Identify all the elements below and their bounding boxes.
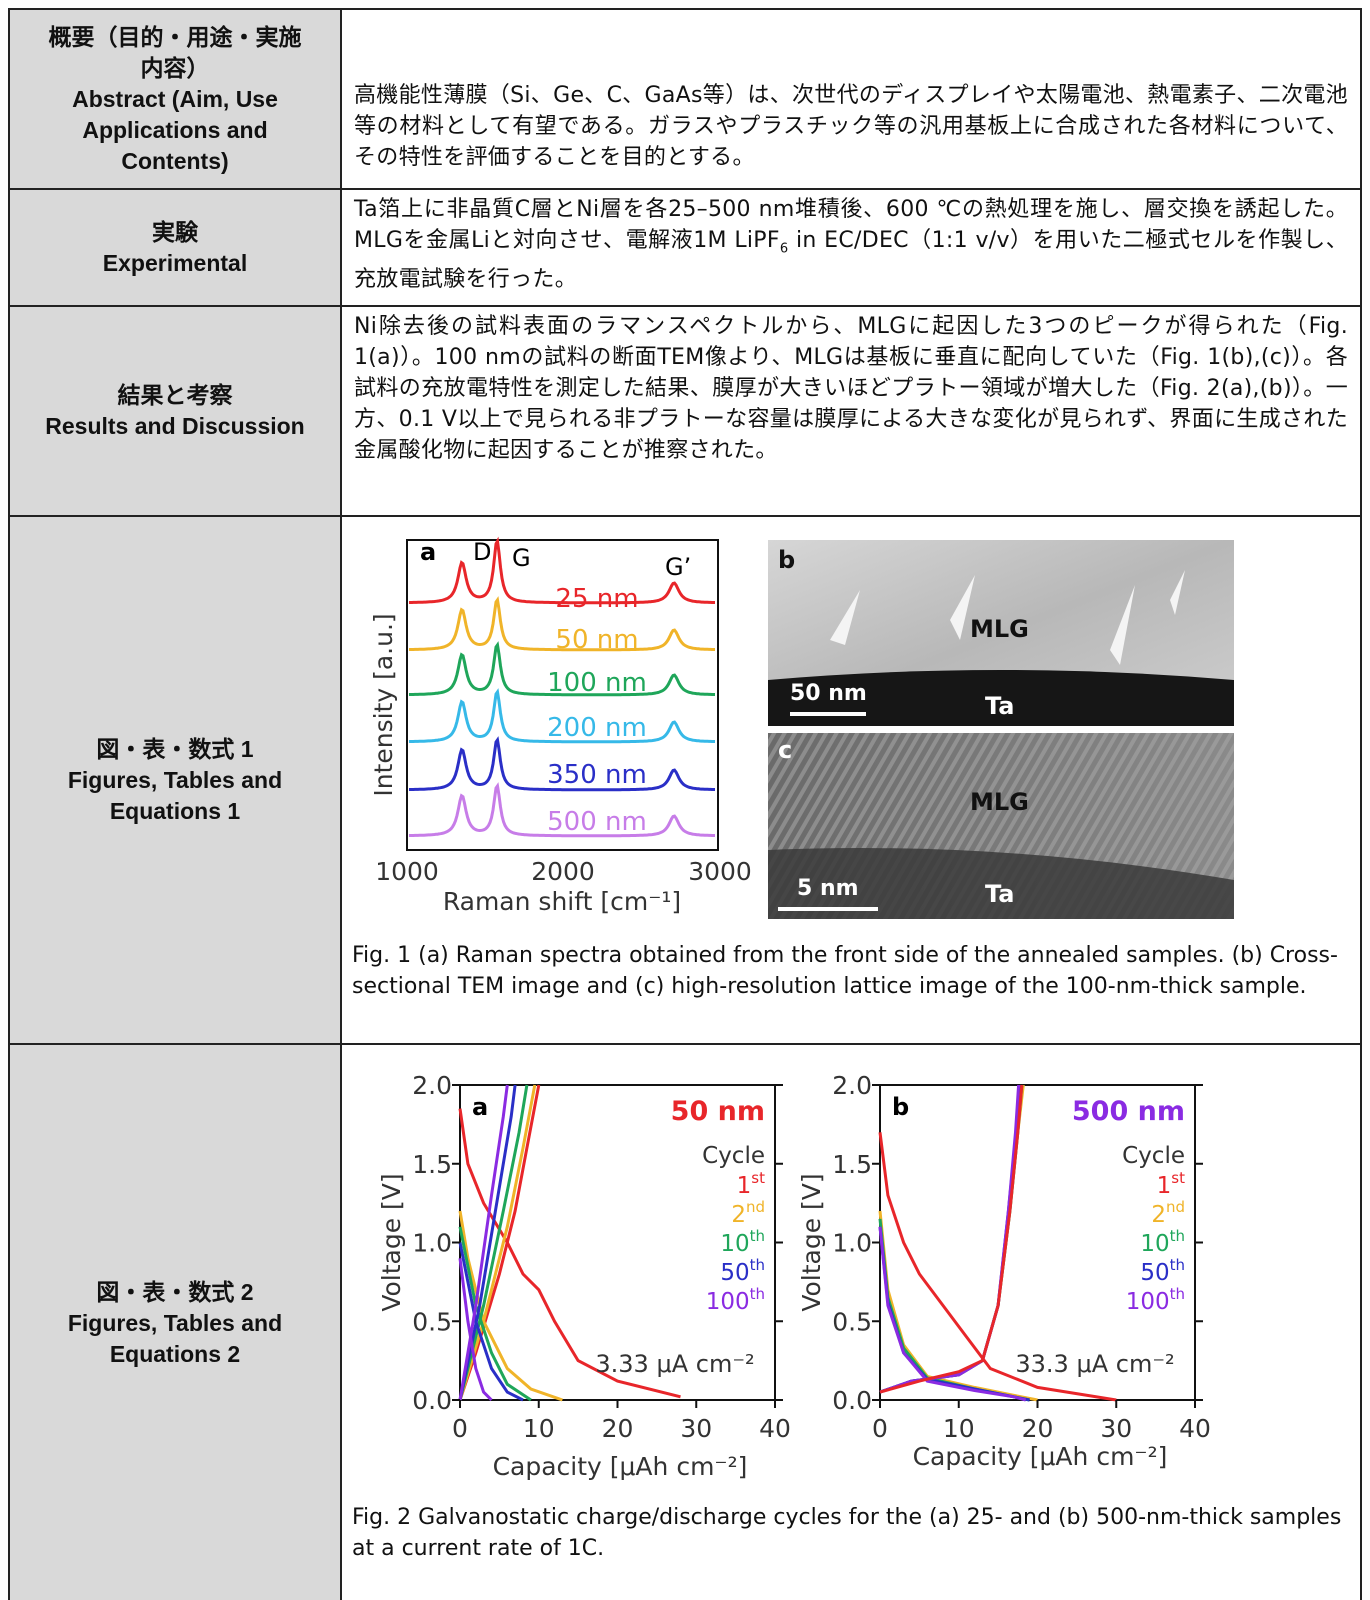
- panel-label: a: [472, 1093, 488, 1121]
- x-tick-label: 40: [1179, 1414, 1211, 1443]
- sample-label: 500 nm: [547, 807, 647, 837]
- x-tick-label: 10: [523, 1414, 555, 1443]
- x-tick-label: 1000: [375, 857, 439, 886]
- legend-number: 2: [731, 1202, 746, 1228]
- x-label: Capacity [μAh cm⁻²]: [913, 1442, 1168, 1471]
- legend-number: 100: [706, 1289, 750, 1315]
- layer-label: MLG: [970, 615, 1029, 643]
- legend-suffix: th: [750, 1285, 765, 1303]
- legend-suffix: th: [1170, 1285, 1185, 1303]
- x-tick-label: 0: [872, 1414, 888, 1443]
- legend-entry: 1st: [737, 1169, 765, 1199]
- legend-title: Cycle: [702, 1143, 765, 1169]
- panel-label: a: [420, 538, 436, 566]
- y-label: Voltage [V]: [797, 1173, 826, 1311]
- legend-number: 2: [1151, 1202, 1166, 1228]
- scale-label: 50 nm: [790, 681, 867, 706]
- substrate-label: Ta: [985, 692, 1014, 720]
- x-label: Capacity [μAh cm⁻²]: [493, 1452, 748, 1481]
- legend-entry: 2nd: [1151, 1198, 1185, 1228]
- y-tick-label: 2.0: [832, 1071, 872, 1100]
- x-tick-label: 2000: [531, 857, 595, 886]
- legend-entry: 100th: [1126, 1285, 1185, 1315]
- panel-label: b: [778, 546, 795, 574]
- y-tick-label: 1.0: [412, 1229, 452, 1258]
- x-tick-label: 40: [759, 1414, 791, 1443]
- peak-label: D: [473, 538, 491, 566]
- y-label: Voltage [V]: [377, 1173, 406, 1311]
- x-tick-label: 20: [1022, 1414, 1054, 1443]
- legend-number: 100: [1126, 1289, 1170, 1315]
- substrate-label: Ta: [985, 880, 1014, 908]
- galvanostatic-figure: 2.01.51.00.50.0010203040Voltage [V]Capac…: [377, 1071, 1211, 1481]
- rate-label: 33.3 μA cm⁻²: [1015, 1350, 1174, 1378]
- legend-title: Cycle: [1122, 1143, 1185, 1169]
- legend-suffix: st: [1171, 1169, 1185, 1187]
- x-tick-label: 3000: [688, 857, 752, 886]
- spectra: 25 nm 50 nm 100 nm 200 nm 350 nm 500 nm: [409, 541, 715, 837]
- legend-number: 10: [720, 1231, 749, 1257]
- figures: 25 nm50 nm100 nm200 nm350 nm500 nm a D G…: [0, 0, 1370, 1600]
- legend-number: 50: [720, 1260, 749, 1286]
- scale-bar: [778, 907, 878, 911]
- legend-suffix: st: [751, 1169, 765, 1187]
- panel-title: 50 nm: [671, 1096, 765, 1127]
- y-tick-label: 1.5: [832, 1150, 872, 1179]
- peak-label: G’: [665, 553, 691, 581]
- legend-suffix: th: [750, 1227, 765, 1245]
- legend-suffix: nd: [746, 1198, 765, 1216]
- y-label: Intensity [a.u.]: [369, 613, 398, 796]
- x-label: Raman shift [cm⁻¹]: [443, 887, 681, 916]
- x-tick-label: 10: [943, 1414, 975, 1443]
- legend-entry: 50th: [1140, 1256, 1185, 1286]
- legend-suffix: nd: [1166, 1198, 1185, 1216]
- sample-label: 25 nm: [555, 584, 638, 614]
- x-tick-label: 0: [452, 1414, 468, 1443]
- y-tick-label: 1.5: [412, 1150, 452, 1179]
- scale-bar: [790, 712, 866, 716]
- x-tick-label: 20: [602, 1414, 634, 1443]
- legend-suffix: th: [1170, 1227, 1185, 1245]
- legend-number: 10: [1140, 1231, 1169, 1257]
- x-tick-label: 30: [680, 1414, 712, 1443]
- legend-entry: 10th: [1140, 1227, 1185, 1257]
- legend-entry: 2nd: [731, 1198, 765, 1228]
- scale-label: 5 nm: [797, 876, 859, 901]
- legend-entry: 1st: [1157, 1169, 1185, 1199]
- legend-entry: 50th: [720, 1256, 765, 1286]
- panel-label: b: [892, 1093, 909, 1121]
- sample-label: 350 nm: [547, 760, 647, 790]
- rate-label: 3.33 μA cm⁻²: [595, 1350, 754, 1378]
- y-tick-label: 0.0: [412, 1386, 452, 1415]
- y-tick-label: 2.0: [412, 1071, 452, 1100]
- legend-suffix: th: [750, 1256, 765, 1274]
- y-tick-label: 0.5: [832, 1307, 872, 1336]
- y-tick-label: 0.0: [832, 1386, 872, 1415]
- legend-number: 1: [1157, 1173, 1172, 1199]
- layer-label: MLG: [970, 788, 1029, 816]
- legend-entry: 100th: [706, 1285, 765, 1315]
- sample-label: 200 nm: [547, 713, 647, 743]
- legend-number: 1: [737, 1173, 752, 1199]
- sample-label: 50 nm: [555, 625, 638, 655]
- panel-label: c: [778, 736, 792, 764]
- legend-suffix: th: [1170, 1256, 1185, 1274]
- legend-number: 50: [1140, 1260, 1169, 1286]
- page: 概要（目的・用途・実施内容）Abstract (Aim, UseApplicat…: [0, 0, 1370, 1600]
- x-tick-label: 30: [1100, 1414, 1132, 1443]
- panel-title: 500 nm: [1072, 1096, 1185, 1127]
- peak-label: G: [512, 544, 531, 572]
- y-tick-label: 0.5: [412, 1307, 452, 1336]
- legend-entry: 10th: [720, 1227, 765, 1257]
- y-tick-label: 1.0: [832, 1229, 872, 1258]
- sample-label: 100 nm: [547, 668, 647, 698]
